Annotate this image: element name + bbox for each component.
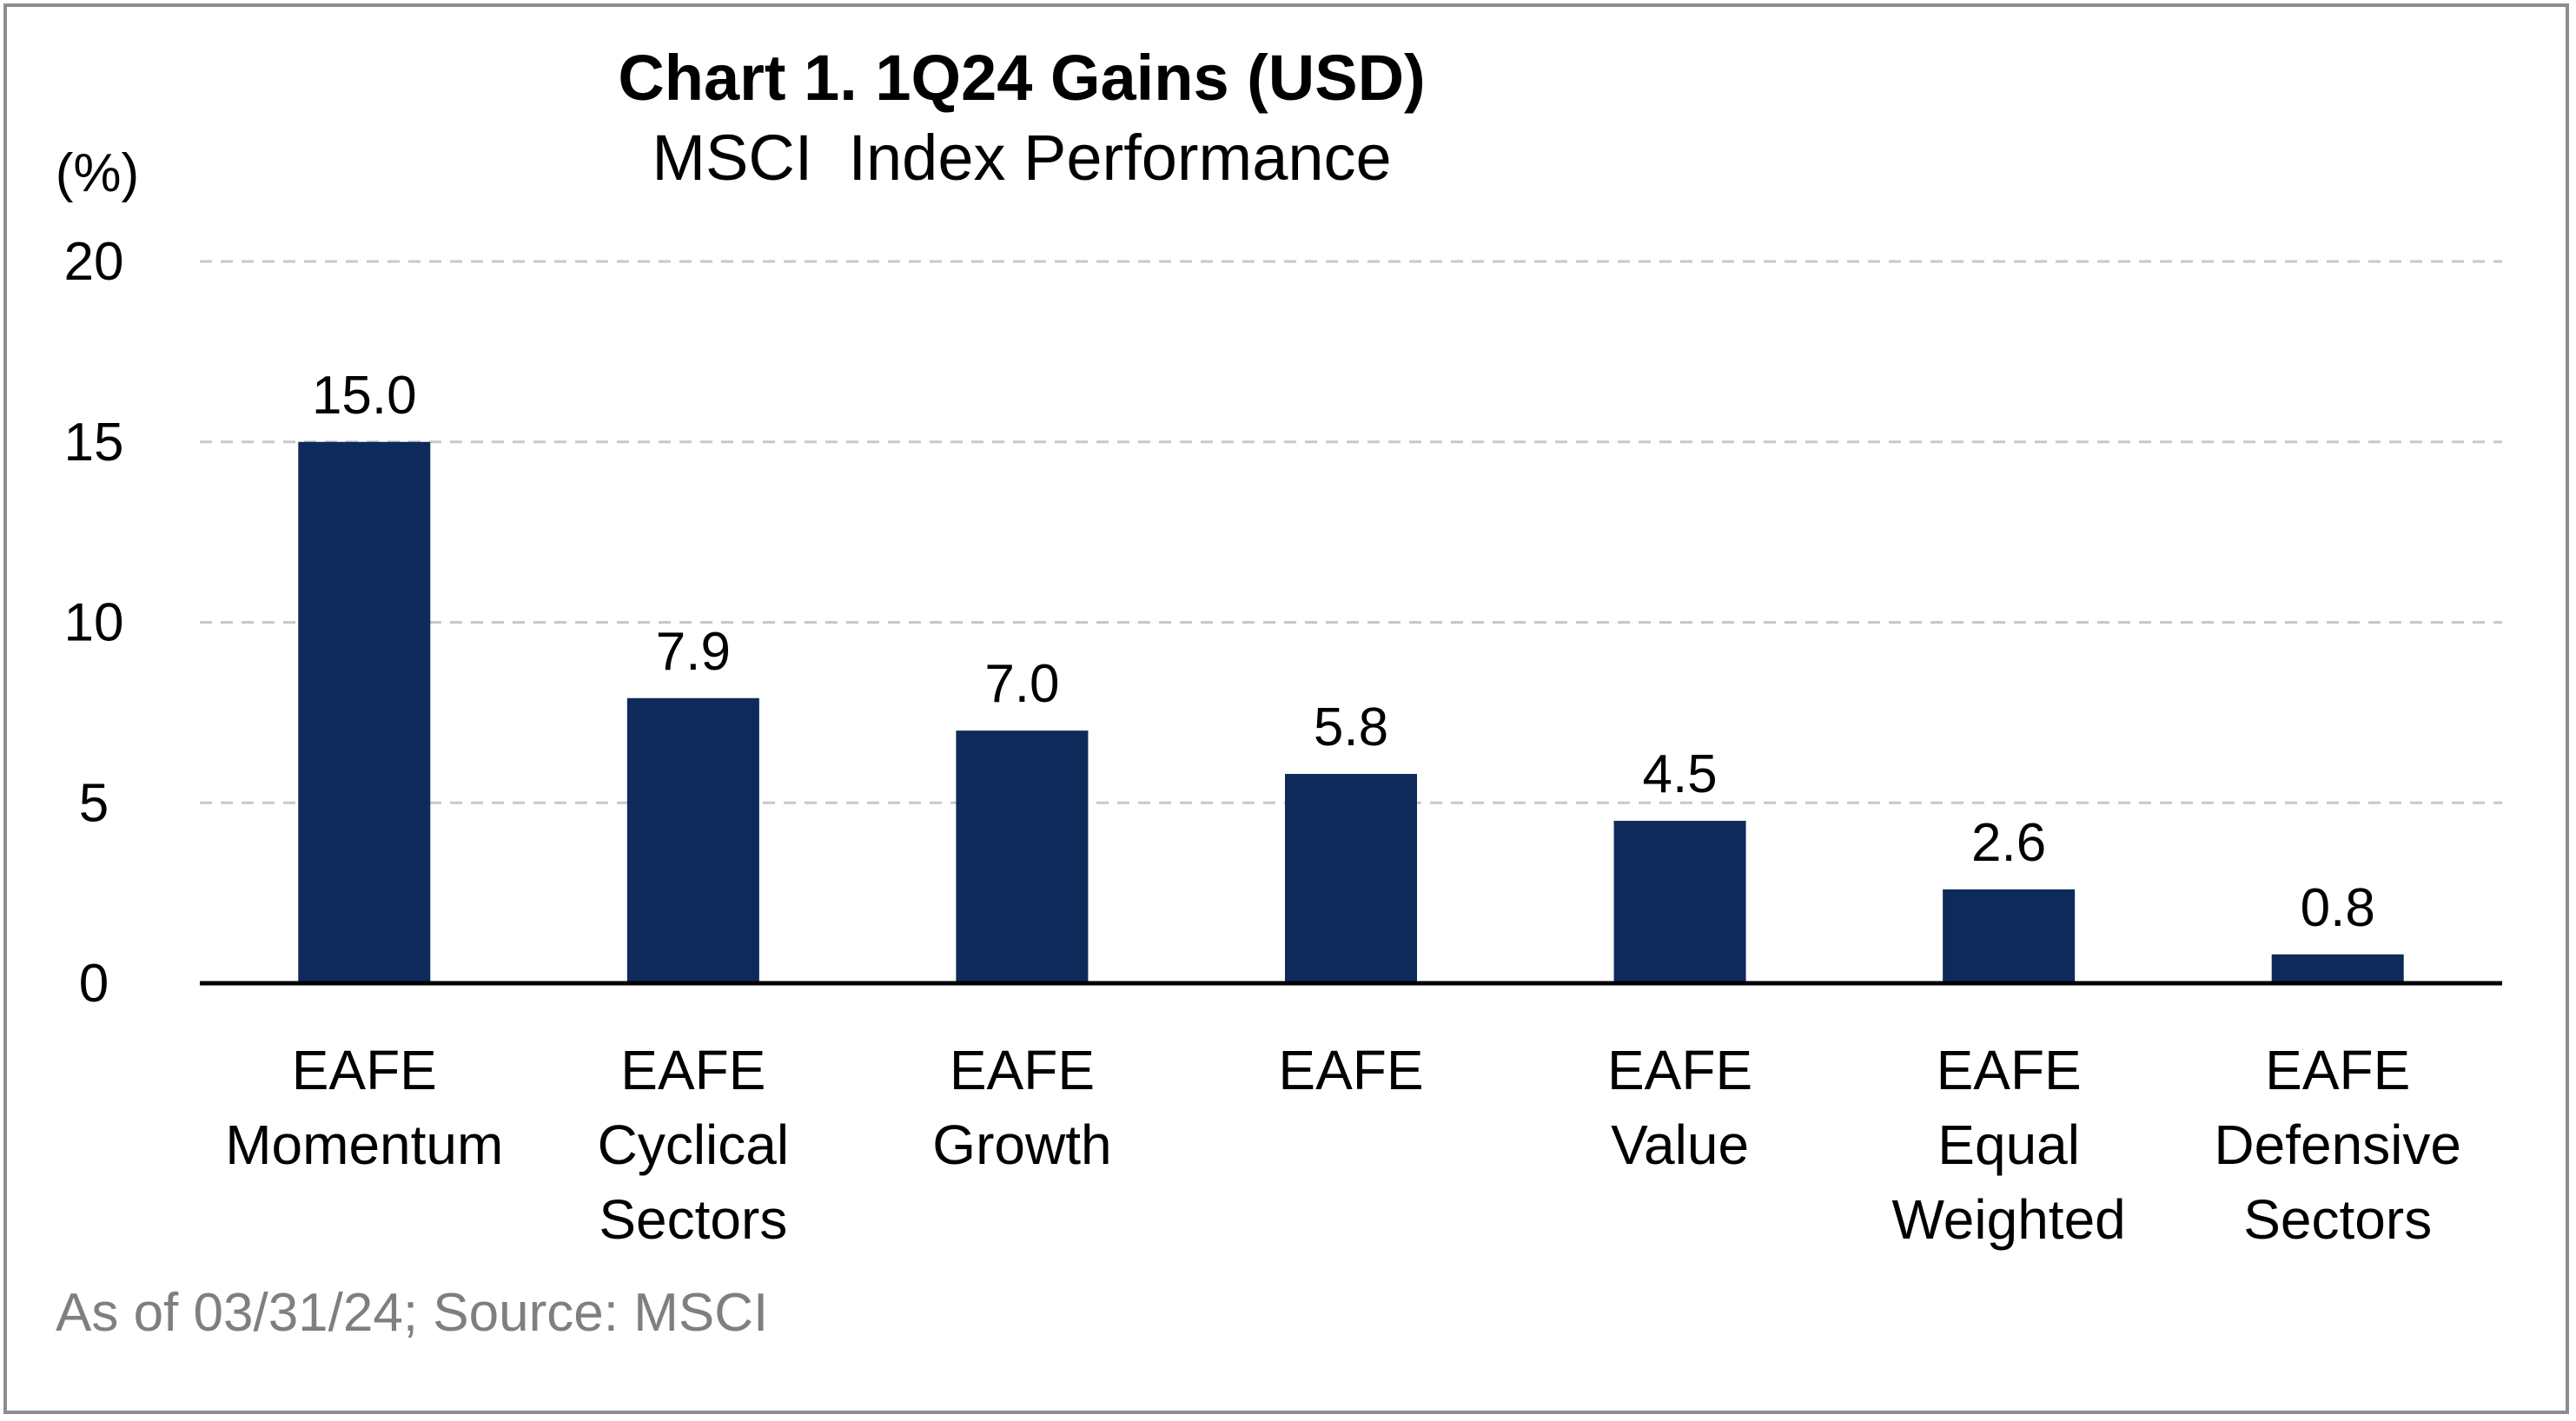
y-tick-label-5: 5 — [79, 773, 109, 833]
x-tick-label-line: Growth — [932, 1114, 1111, 1176]
x-tick-label-4: EAFE Value — [1607, 1039, 1752, 1176]
bars — [298, 441, 2404, 983]
bar-value-labels: 15.0 7.9 7.0 5.8 4.5 2.6 0.8 — [312, 366, 2375, 938]
x-tick-label-line: EAFE — [292, 1039, 437, 1101]
x-tick-label-line: Cyclical — [598, 1114, 789, 1176]
x-axis-category-labels: EAFE Momentum EAFE Cyclical Sectors EAFE Growt… — [225, 1039, 2461, 1251]
x-tick-label-5: EAFE Equal Weighted — [1892, 1039, 2126, 1251]
bar-0 — [298, 441, 431, 983]
bar-value-label-0: 15.0 — [312, 366, 417, 426]
footnote: As of 03/31/24; Source: MSCI — [56, 1283, 768, 1343]
bar-chart: Chart 1. 1Q24 Gains (USD) MSCI Index Per… — [56, 42, 2502, 1343]
x-tick-label-line: Sectors — [599, 1188, 787, 1251]
y-tick-label-0: 0 — [79, 954, 109, 1014]
bar-3 — [1285, 774, 1417, 983]
y-tick-label-10: 10 — [64, 593, 124, 653]
x-tick-label-line: EAFE — [1607, 1039, 1752, 1101]
bar-1 — [626, 697, 759, 983]
x-tick-label-line: EAFE — [1278, 1039, 1423, 1101]
bar-value-label-2: 7.0 — [984, 654, 1059, 714]
x-tick-label-line: Value — [1611, 1114, 1749, 1176]
x-tick-label-line: Equal — [1937, 1114, 2080, 1176]
y-axis-unit-label: (%) — [56, 143, 139, 203]
bar-5 — [1943, 889, 2076, 983]
chart-subtitle: MSCI Index Performance — [652, 122, 1391, 194]
bar-value-label-6: 0.8 — [2301, 878, 2375, 938]
x-tick-label-6: EAFE Defensive Sectors — [2214, 1039, 2461, 1251]
x-tick-label-line: Weighted — [1892, 1188, 2126, 1251]
chart-title: Chart 1. 1Q24 Gains (USD) — [618, 42, 1425, 114]
y-tick-label-20: 20 — [64, 232, 124, 292]
x-tick-label-line: Defensive — [2214, 1114, 2461, 1176]
y-axis-ticks: 0 5 10 15 20 — [64, 232, 124, 1014]
bar-value-label-5: 2.6 — [1971, 813, 2046, 873]
x-tick-label-line: EAFE — [1937, 1039, 2082, 1101]
x-tick-label-line: EAFE — [620, 1039, 765, 1101]
x-tick-label-line: EAFE — [2265, 1039, 2410, 1101]
bar-value-label-3: 5.8 — [1314, 697, 1388, 757]
chart-frame: Chart 1. 1Q24 Gains (USD) MSCI Index Per… — [3, 3, 2569, 1414]
x-tick-label-line: EAFE — [950, 1039, 1095, 1101]
x-tick-label-0: EAFE Momentum — [225, 1039, 503, 1176]
bar-value-label-1: 7.9 — [656, 622, 731, 682]
x-tick-label-3: EAFE — [1278, 1039, 1423, 1101]
bar-4 — [1613, 821, 1746, 983]
y-tick-label-15: 15 — [64, 413, 124, 473]
x-tick-label-line: Momentum — [225, 1114, 503, 1176]
bar-value-label-4: 4.5 — [1642, 744, 1717, 804]
x-tick-label-1: EAFE Cyclical Sectors — [598, 1039, 789, 1251]
bar-6 — [2271, 954, 2404, 983]
x-tick-label-line: Sectors — [2243, 1188, 2432, 1251]
x-tick-label-2: EAFE Growth — [932, 1039, 1111, 1176]
bar-2 — [956, 730, 1089, 983]
